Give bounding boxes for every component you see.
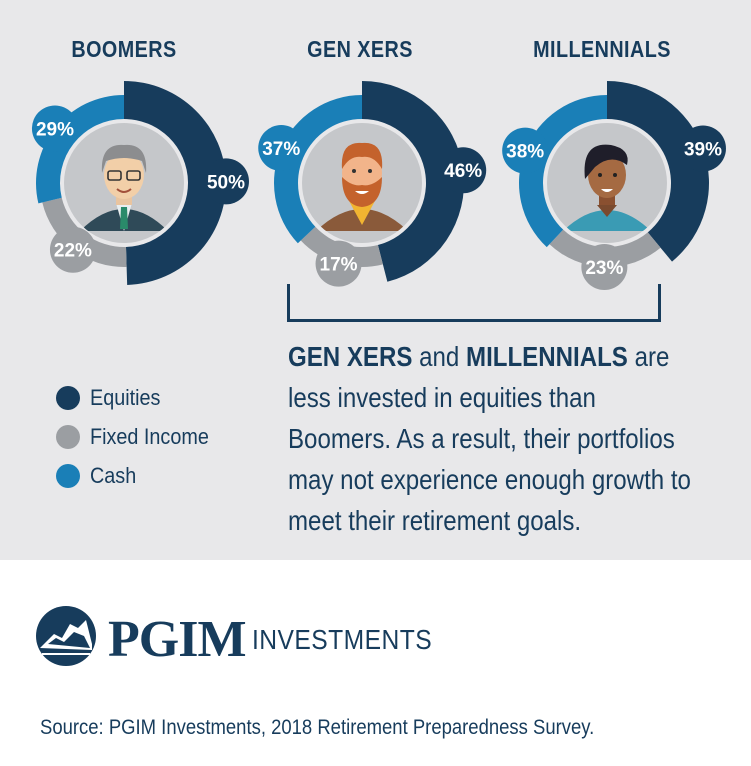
millennial-avatar-icon <box>563 144 651 231</box>
legend-label-cash: Cash <box>90 463 137 488</box>
message-text-2: are less invested in equities than Boome… <box>288 341 691 536</box>
message-text-1: and <box>412 341 467 372</box>
slice-fixed-income <box>42 197 127 268</box>
message-bold-millennials: MILLENNIALS <box>466 341 628 372</box>
label-equities: 46% <box>444 161 482 182</box>
donut-1: 46% 17% 37% <box>258 81 487 287</box>
badge-equities <box>202 158 249 205</box>
badge-equities <box>440 147 487 194</box>
badge-cash <box>502 127 549 174</box>
badge-fixed-income <box>581 243 628 290</box>
donut-charts: 50% 22% 29% 46% 17% 37% 39% 23% 38% <box>31 81 726 290</box>
legend-swatch-cash <box>56 464 80 488</box>
brand-name: PGIM <box>108 611 247 668</box>
legend-label-equities: Equities <box>90 385 161 410</box>
donut-0: 50% 22% 29% <box>31 81 249 285</box>
comparison-bracket <box>287 284 661 322</box>
legend-swatch-equities <box>56 386 80 410</box>
slice-equities <box>607 81 710 262</box>
source-note: Source: PGIM Investments, 2018 Retiremen… <box>40 716 595 739</box>
badge-cash <box>31 105 78 152</box>
message-bold-gen-xers: GEN XERS <box>288 341 413 372</box>
boomer-avatar-icon <box>80 144 168 231</box>
badge-cash <box>258 125 305 172</box>
label-fixed-income: 22% <box>54 241 92 262</box>
badge-equities <box>679 125 726 172</box>
label-equities: 39% <box>684 139 722 160</box>
label-cash: 29% <box>36 119 74 140</box>
infographic-panel: BOOMERS GEN XERS MILLENNIALS 50% 22% 29% 46… <box>0 0 751 560</box>
label-fixed-income: 23% <box>585 258 623 279</box>
pgim-logo-icon <box>36 606 96 666</box>
label-cash: 37% <box>262 139 300 160</box>
slice-equities <box>124 81 227 285</box>
title-gen-xers: GEN XERS <box>307 36 413 62</box>
brand-subtitle: INVESTMENTS <box>252 624 433 655</box>
badge-fixed-income <box>49 226 96 273</box>
label-fixed-income: 17% <box>320 255 358 276</box>
label-cash: 38% <box>506 142 544 163</box>
badge-fixed-income <box>315 240 362 287</box>
title-millennials: MILLENNIALS <box>533 36 671 62</box>
key-message: GEN XERS and MILLENNIALS are less invest… <box>288 336 692 541</box>
legend-swatch-fixed-income <box>56 425 80 449</box>
title-boomers: BOOMERS <box>71 36 177 62</box>
slice-cash <box>519 95 607 248</box>
slice-equities <box>362 81 464 282</box>
slice-cash <box>36 95 124 204</box>
legend-label-fixed-income: Fixed Income <box>90 424 209 449</box>
genx-avatar-icon <box>316 142 408 231</box>
label-equities: 50% <box>207 172 245 193</box>
donut-2: 39% 23% 38% <box>502 81 726 290</box>
